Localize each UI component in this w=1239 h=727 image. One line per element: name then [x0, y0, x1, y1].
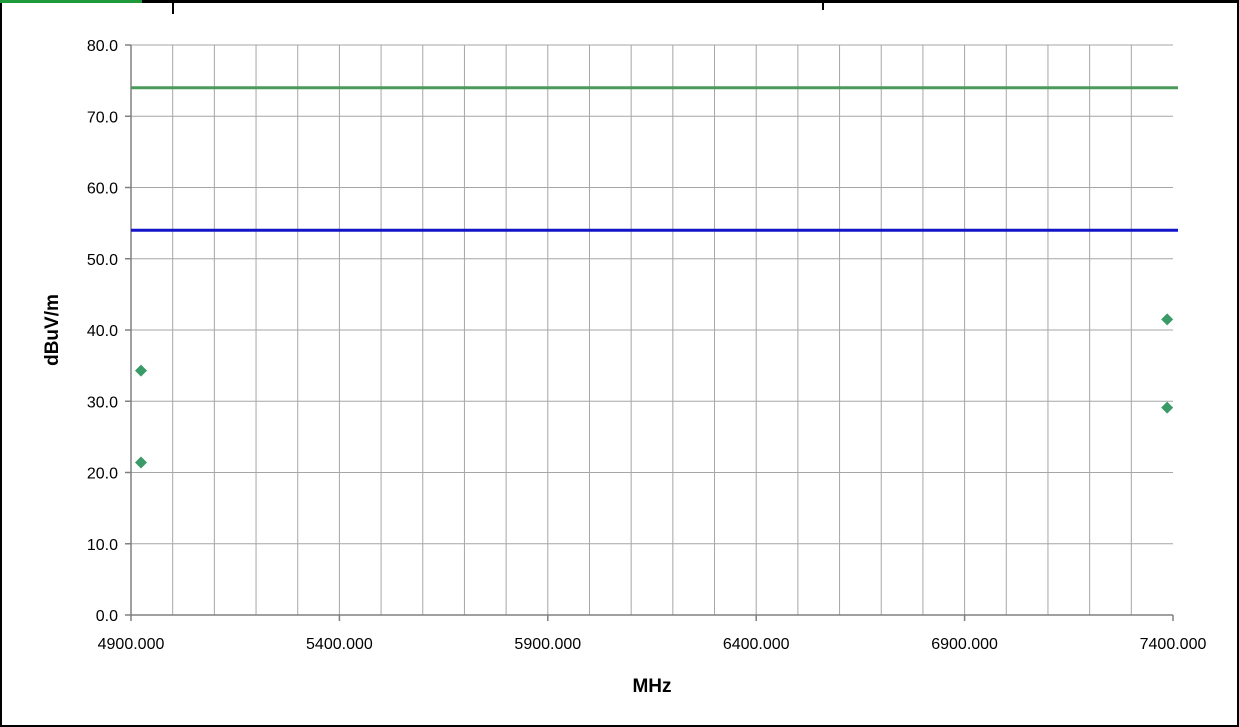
x-tick-label: 7400.000: [1140, 636, 1207, 653]
y-tick-label: 10.0: [87, 537, 118, 554]
scatter-point: [1161, 313, 1174, 326]
y-tick-label: 40.0: [87, 323, 118, 340]
series-layer: [131, 86, 1178, 469]
y-tick-label: 80.0: [87, 38, 118, 55]
y-tick-label: 30.0: [87, 394, 118, 411]
x-tick-label: 6400.000: [723, 636, 790, 653]
x-tick-label: 5900.000: [514, 636, 581, 653]
y-tick-label: 60.0: [87, 181, 118, 198]
x-tick-labels: 4900.000 5400.000 5900.000 6400.000 6900.000…: [98, 636, 1207, 653]
top-divider-left: [172, 0, 174, 14]
y-tick-label: 0.0: [96, 608, 118, 625]
top-divider-right: [822, 0, 824, 10]
y-axis-title: dBuV/m: [42, 294, 63, 366]
grid-lines: [131, 44, 1173, 615]
x-axis-title: MHz: [632, 676, 671, 697]
scatter-point: [1161, 401, 1174, 414]
scatter-point: [135, 456, 148, 469]
scatter-point: [135, 364, 148, 377]
axes: [125, 44, 1174, 621]
top-tab-decoration: [0, 0, 142, 3]
x-tick-label: 5400.000: [306, 636, 373, 653]
x-tick-label: 4900.000: [98, 636, 165, 653]
y-tick-label: 70.0: [87, 109, 118, 126]
y-tick-label: 50.0: [87, 252, 118, 269]
y-tick-label: 20.0: [87, 466, 118, 483]
x-tick-label: 6900.000: [931, 636, 998, 653]
y-tick-labels: 0.0 10.0 20.0 30.0 40.0 50.0 60.0 70.0 80.0: [87, 38, 118, 625]
